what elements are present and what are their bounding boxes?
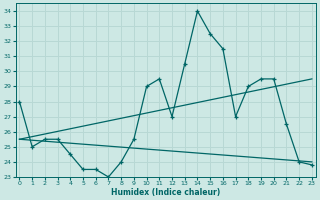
X-axis label: Humidex (Indice chaleur): Humidex (Indice chaleur) <box>111 188 220 197</box>
